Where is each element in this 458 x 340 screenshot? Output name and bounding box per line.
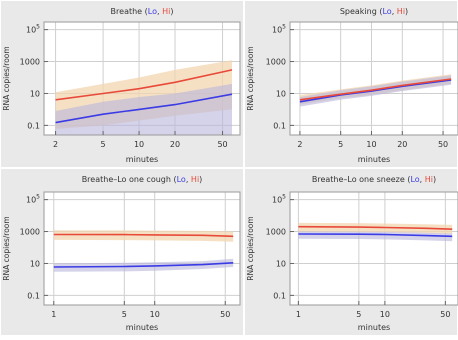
x-tick-label: 5 [356, 310, 361, 319]
x-tick-label: 10 [150, 310, 160, 319]
y-tick-label-base: 1000 [266, 228, 286, 237]
y-tick-label: 0.1 [27, 291, 40, 300]
y-tick-label: 0.1 [273, 291, 286, 300]
x-axis-label: minutes [358, 323, 390, 332]
y-axis-label: RNA copies/room [2, 216, 11, 280]
plot-area [44, 192, 240, 305]
y-tick-label-base: 1000 [20, 228, 40, 237]
title-text: Breathe–Lo one cough ( [82, 175, 177, 184]
title-lo-label: Lo [148, 7, 157, 16]
x-tick-label: 20 [397, 140, 407, 149]
x-tick-label: 1 [296, 310, 301, 319]
x-tick-label: 5 [101, 140, 106, 149]
title-hi-label: Hi [397, 7, 405, 16]
y-tick-label-base: 1000 [266, 58, 286, 67]
y-tick-label-base: 10 [276, 259, 286, 268]
y-tick-label-base: 0.1 [27, 291, 40, 300]
chart-title: Breathe–Lo one sneeze (Lo, Hi) [312, 175, 436, 184]
title-lo-label: Lo [177, 175, 186, 184]
x-tick-label: 10 [134, 140, 144, 149]
y-tick-label: 0.1 [273, 121, 286, 130]
y-tick-label-base: 10 [272, 196, 282, 205]
x-tick-label: 50 [440, 310, 450, 319]
title-text: Breathe ( [111, 7, 148, 16]
y-tick-label-base: 10 [272, 26, 282, 35]
chart-title: Speaking (Lo, Hi) [340, 7, 408, 16]
x-tick-label: 5 [338, 140, 343, 149]
title-hi-label: Hi [191, 175, 199, 184]
x-axis-label: minutes [358, 155, 390, 164]
title-suffix: ) [405, 7, 408, 16]
x-tick-label: 5 [122, 310, 127, 319]
x-axis-label: minutes [126, 323, 158, 332]
x-tick-label: 50 [438, 140, 448, 149]
y-tick-label-base: 10 [26, 26, 36, 35]
y-axis-label: RNA copies/room [2, 46, 11, 110]
y-tick-label-base: 0.1 [273, 291, 286, 300]
title-suffix: ) [199, 175, 202, 184]
title-text: Breathe–Lo one sneeze ( [312, 175, 411, 184]
title-hi-label: Hi [162, 7, 170, 16]
title-suffix: ) [433, 175, 436, 184]
y-tick-label-exponent: 5 [36, 24, 40, 31]
x-tick-label: 50 [220, 310, 230, 319]
title-text: Speaking ( [340, 7, 383, 16]
y-tick-label: 10 [30, 89, 40, 98]
title-lo-label: Lo [382, 7, 391, 16]
y-tick-label: 1000 [266, 58, 286, 67]
x-tick-label: 10 [380, 310, 390, 319]
y-tick-label-base: 10 [30, 89, 40, 98]
x-tick-label: 50 [217, 140, 227, 149]
y-axis-label: RNA copies/room [246, 46, 255, 110]
y-tick-label-base: 1000 [20, 58, 40, 67]
plot-area [290, 192, 458, 305]
y-tick-label-exponent: 5 [282, 24, 286, 31]
y-tick-label: 1000 [266, 228, 286, 237]
chart-title: Breathe–Lo one cough (Lo, Hi) [82, 175, 203, 184]
y-tick-label-base: 10 [276, 89, 286, 98]
y-tick-label: 10 [30, 259, 40, 268]
title-hi-label: Hi [425, 175, 433, 184]
x-tick-label: 1 [51, 310, 56, 319]
y-tick-label-exponent: 5 [36, 194, 40, 201]
title-suffix: ) [170, 7, 173, 16]
x-axis-label: minutes [126, 155, 158, 164]
x-tick-label: 10 [366, 140, 376, 149]
y-tick-label-base: 10 [30, 259, 40, 268]
y-tick-label: 1000 [20, 228, 40, 237]
chart-title: Breathe (Lo, Hi) [111, 7, 174, 16]
y-axis-label: RNA copies/room [246, 216, 255, 280]
y-tick-label-base: 0.1 [27, 121, 40, 130]
y-tick-label: 1000 [20, 58, 40, 67]
y-tick-label-exponent: 5 [282, 194, 286, 201]
y-tick-label: 10 [276, 89, 286, 98]
y-tick-label: 0.1 [27, 121, 40, 130]
x-tick-label: 2 [297, 140, 302, 149]
y-tick-label: 10 [276, 259, 286, 268]
title-lo-label: Lo [410, 175, 419, 184]
y-tick-label-base: 10 [26, 196, 36, 205]
y-tick-label-base: 0.1 [273, 121, 286, 130]
x-tick-label: 2 [53, 140, 58, 149]
x-tick-label: 20 [170, 140, 180, 149]
